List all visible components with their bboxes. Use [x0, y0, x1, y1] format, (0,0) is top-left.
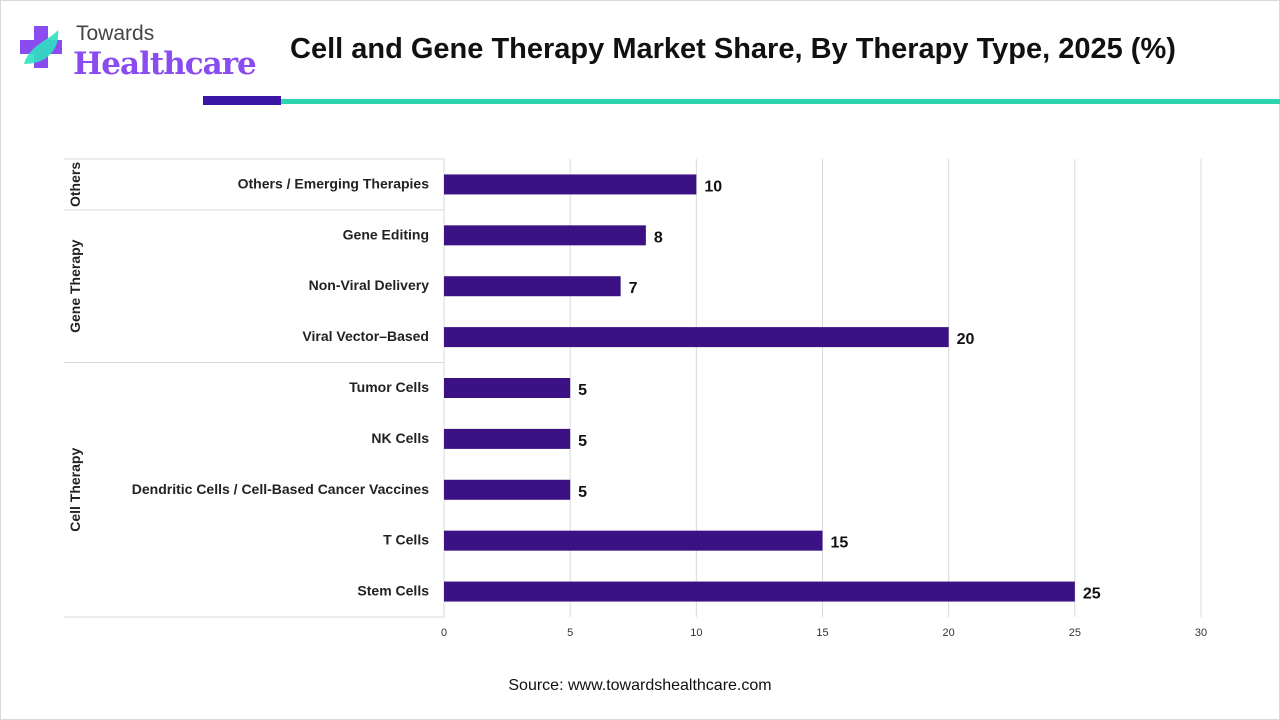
bar: [444, 378, 571, 398]
chart-title: Cell and Gene Therapy Market Share, By T…: [290, 33, 1176, 65]
bar: [444, 581, 1075, 602]
x-tick-label: 30: [1195, 627, 1207, 639]
data-label: 5: [578, 484, 587, 501]
category-label: Viral Vector–Based: [302, 328, 429, 344]
bar: [444, 174, 697, 195]
category-label: Dendritic Cells / Cell-Based Cancer Vacc…: [132, 481, 429, 497]
category-label: Tumor Cells: [349, 379, 429, 395]
logo: Towards Healthcare: [20, 22, 257, 82]
group-label: Cell Therapy: [67, 448, 83, 532]
medical-cross-leaf-icon: [20, 26, 62, 68]
bar: [444, 225, 646, 246]
category-label: NK Cells: [371, 430, 429, 446]
category-label: T Cells: [383, 532, 429, 548]
x-tick-label: 5: [567, 627, 573, 639]
logo-text-healthcare: Healthcare: [73, 46, 257, 82]
data-label: 8: [654, 229, 663, 246]
group-label: Others: [67, 162, 83, 207]
accent-bar-teal: [281, 99, 1280, 104]
category-label: Stem Cells: [357, 583, 429, 599]
logo-text-towards: Towards: [76, 22, 155, 45]
x-tick-label: 15: [816, 627, 828, 639]
data-label: 10: [704, 178, 722, 195]
x-tick-label: 10: [690, 627, 702, 639]
bar: [444, 530, 823, 551]
category-label: Gene Editing: [343, 226, 429, 242]
data-label: 20: [957, 331, 975, 348]
group-label: Gene Therapy: [67, 239, 83, 333]
category-label: Non-Viral Delivery: [309, 277, 430, 293]
bar: [444, 327, 949, 348]
source-text: Source: www.towardshealthcare.com: [508, 677, 772, 694]
bar: [444, 428, 571, 449]
x-tick-label: 20: [943, 627, 955, 639]
category-label: Others / Emerging Therapies: [238, 175, 430, 191]
data-label: 5: [578, 382, 587, 399]
x-tick-label: 25: [1069, 627, 1081, 639]
data-label: 25: [1083, 586, 1101, 603]
data-label: 5: [578, 433, 587, 450]
accent-bar-dark: [203, 96, 281, 105]
data-label: 15: [831, 535, 849, 552]
data-label: 7: [629, 280, 638, 297]
bar: [444, 276, 621, 297]
bar: [444, 479, 571, 500]
x-tick-label: 0: [441, 627, 447, 639]
